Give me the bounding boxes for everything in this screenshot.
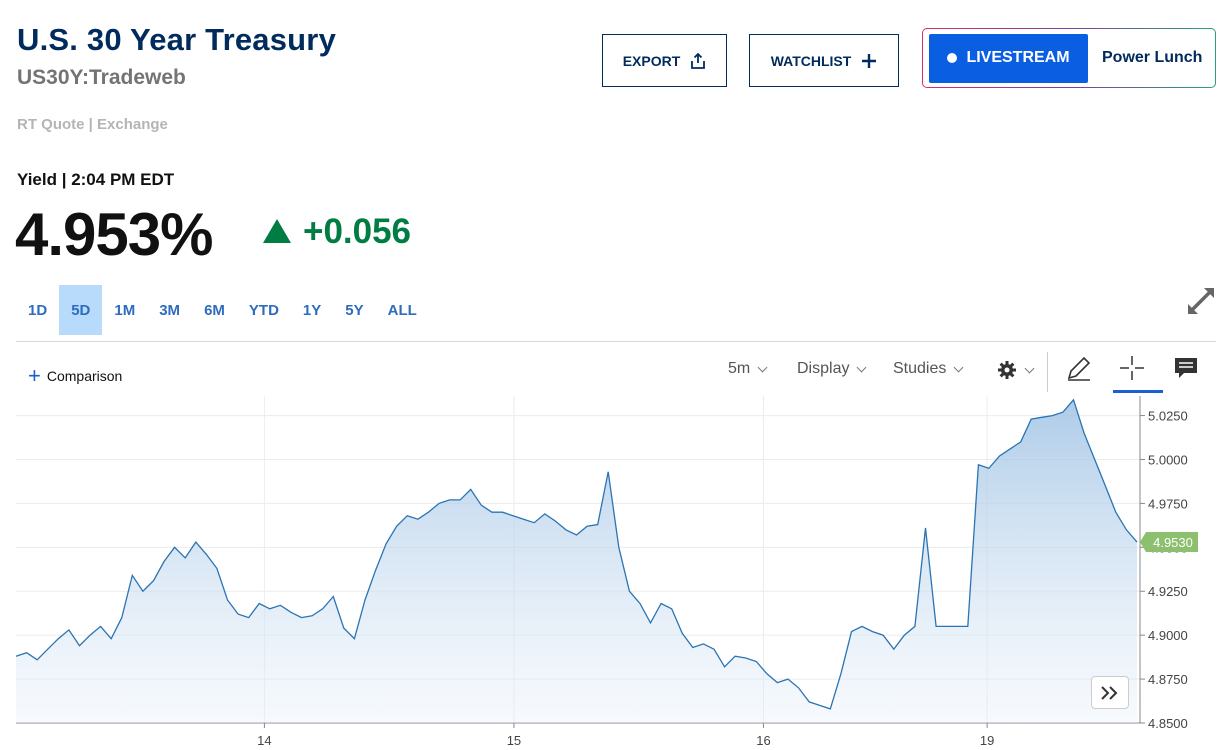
range-all[interactable]: ALL — [387, 301, 417, 319]
interval-label: 5m — [728, 360, 751, 377]
up-triangle-icon — [263, 219, 291, 243]
comparison-button[interactable]: + Comparison — [28, 365, 122, 387]
y-tick-label: 4.9000 — [1148, 628, 1188, 643]
last-value-badge — [1140, 532, 1198, 553]
interval-dropdown[interactable]: 5m — [728, 360, 768, 378]
last-value-label: 4.9530 — [1153, 535, 1193, 550]
y-tick-label: 5.0250 — [1148, 409, 1188, 424]
studies-label: Studies — [893, 360, 947, 377]
range-1m[interactable]: 1M — [114, 301, 136, 319]
yield-line — [15, 398, 1138, 710]
plus-icon: + — [28, 363, 41, 388]
time-range-selector: 1D 5D 1M 3M 6M YTD 1Y 5Y ALL — [16, 285, 429, 335]
range-1y[interactable]: 1Y — [302, 301, 322, 319]
y-tick-label: 4.8500 — [1148, 716, 1188, 731]
y-tick-label: 5.0000 — [1148, 452, 1188, 467]
page-title: U.S. 30 Year Treasury — [17, 22, 337, 57]
live-dot-icon — [947, 53, 958, 63]
range-1d[interactable]: 1D — [28, 301, 48, 319]
range-5y[interactable]: 5Y — [345, 301, 364, 319]
range-ytd[interactable]: YTD — [248, 301, 279, 319]
comment-icon[interactable] — [1172, 353, 1202, 383]
livestream-panel: LIVESTREAM Power Lunch — [922, 28, 1216, 88]
livestream-button[interactable]: LIVESTREAM — [929, 33, 1088, 83]
crosshair-icon[interactable] — [1117, 353, 1147, 383]
toolbar-divider — [16, 341, 1216, 342]
chevron-down-icon — [757, 362, 768, 373]
plus-icon — [862, 53, 877, 68]
yield-chart[interactable]: 4.85004.87504.90004.92504.95004.97505.00… — [0, 396, 1222, 750]
x-tick-label: 14 — [257, 733, 271, 748]
comparison-label: Comparison — [46, 368, 123, 384]
x-tick-label: 15 — [507, 733, 521, 748]
scroll-to-latest-button[interactable] — [1091, 676, 1129, 709]
export-label: EXPORT — [622, 52, 681, 69]
double-chevron-right-icon — [1101, 685, 1118, 700]
display-dropdown[interactable]: Display — [797, 360, 867, 378]
symbol-label: US30Y:Tradeweb — [17, 66, 186, 89]
toolbar-separator — [1047, 352, 1048, 392]
settings-dropdown[interactable] — [997, 360, 1035, 380]
watchlist-button[interactable]: WATCHLIST — [749, 34, 899, 87]
expand-icon[interactable] — [1184, 284, 1218, 318]
livestream-label: LIVESTREAM — [966, 49, 1070, 66]
price-change: +0.056 — [263, 212, 411, 252]
share-icon — [691, 52, 706, 69]
y-tick-label: 4.9250 — [1148, 584, 1188, 599]
last-price: 4.953% — [15, 201, 213, 268]
y-tick-label: 4.8750 — [1148, 672, 1188, 687]
x-tick-label: 16 — [756, 733, 770, 748]
yield-area — [16, 399, 1137, 723]
quote-type-label: RT Quote | Exchange — [17, 116, 168, 133]
studies-dropdown[interactable]: Studies — [893, 360, 964, 378]
range-5d[interactable]: 5D — [59, 285, 103, 335]
chevron-down-icon — [857, 362, 867, 373]
export-button[interactable]: EXPORT — [602, 34, 727, 87]
pencil-icon[interactable] — [1064, 353, 1094, 383]
chevron-down-icon — [1024, 363, 1035, 374]
gear-icon — [998, 361, 1016, 379]
livestream-show-link[interactable]: Power Lunch — [1102, 49, 1203, 66]
x-tick-label: 19 — [980, 733, 994, 748]
active-tool-indicator — [1113, 390, 1163, 393]
change-value: +0.056 — [303, 212, 412, 251]
display-label: Display — [797, 360, 850, 377]
chevron-down-icon — [953, 362, 964, 373]
range-6m[interactable]: 6M — [204, 301, 225, 319]
yield-timestamp: Yield | 2:04 PM EDT — [17, 170, 175, 189]
range-3m[interactable]: 3M — [159, 301, 181, 319]
watchlist-label: WATCHLIST — [770, 52, 852, 69]
y-tick-label: 4.9750 — [1148, 496, 1188, 511]
